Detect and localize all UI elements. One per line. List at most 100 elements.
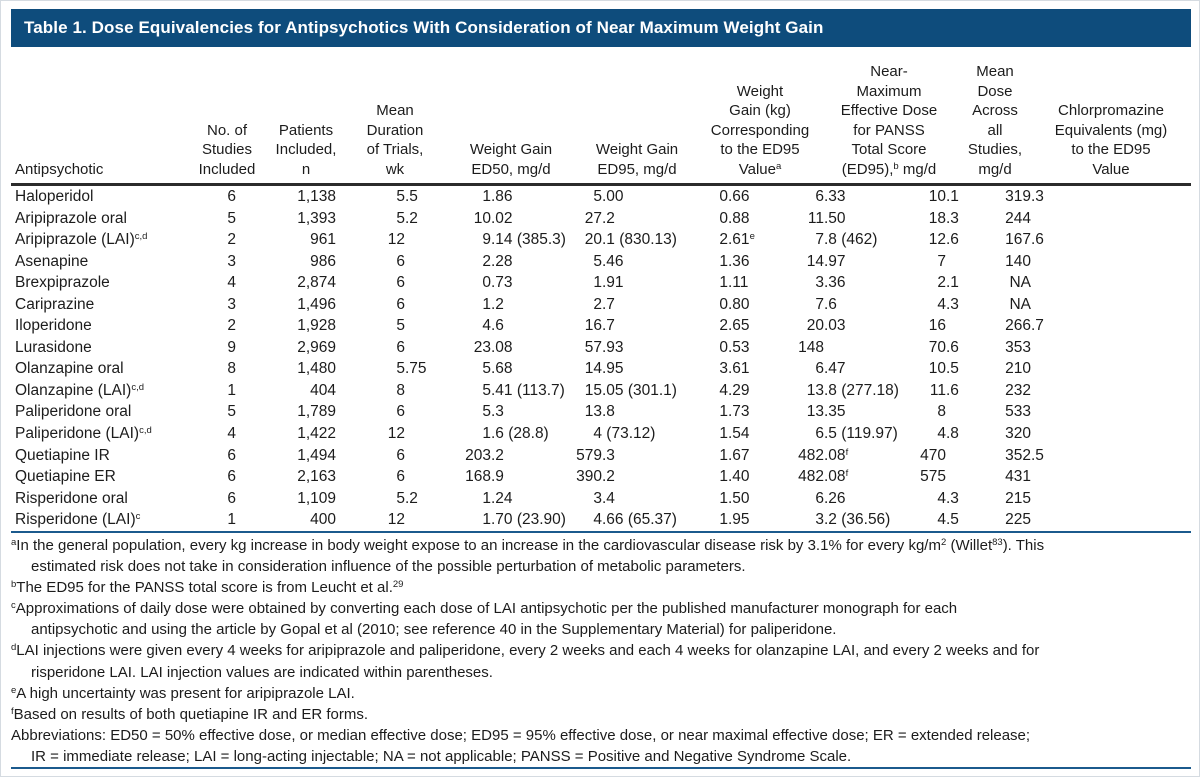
cell-value-fraction: .26 bbox=[824, 489, 846, 507]
cell-value: 7 bbox=[937, 252, 946, 270]
cell-value: 4 bbox=[227, 274, 236, 292]
cell-value: 6 bbox=[815, 360, 824, 378]
drug-name: Olanzapine oral bbox=[15, 360, 124, 378]
cell-value-fraction: .46 bbox=[602, 252, 624, 270]
cell-value: 5 bbox=[396, 360, 405, 378]
cell-value-fraction: .3 bbox=[946, 295, 959, 313]
cell-value: 6 bbox=[396, 274, 405, 292]
cell-value-fraction: .40 bbox=[728, 468, 750, 486]
cell-value: 4 bbox=[937, 295, 946, 313]
cell-value: 210 bbox=[1005, 360, 1031, 378]
cell-value-fraction: .3 bbox=[602, 446, 615, 464]
table-title: Table 1. Dose Equivalencies for Antipsyc… bbox=[24, 18, 824, 37]
cell-value-fraction: .3 bbox=[946, 489, 959, 507]
cell-value: 9 bbox=[482, 231, 491, 249]
cell-value-fraction: .8 (462) bbox=[824, 231, 878, 249]
footnotes: aIn the general population, every kg inc… bbox=[11, 535, 1189, 767]
cell-value-fraction: .7 bbox=[1031, 317, 1044, 335]
cell-value: 15 bbox=[584, 381, 602, 399]
footnote-a: aIn the general population, every kg inc… bbox=[11, 537, 1045, 576]
cell-value: 986 bbox=[310, 252, 336, 270]
cell-value: 1,480 bbox=[297, 360, 336, 378]
superscript-note: c,d bbox=[139, 425, 152, 437]
cell-value: NA bbox=[1009, 295, 1031, 313]
cell-value: 12 bbox=[387, 425, 405, 443]
drug-name: Brexpiprazole bbox=[15, 274, 110, 292]
cell-value: 4 bbox=[593, 511, 602, 529]
table-row: Paliperidone (LAI)c,d 4 1,422 12 1.6 (28.8) 4… bbox=[11, 423, 1191, 445]
cell-value: 6 bbox=[396, 446, 405, 464]
cell-value: 4 bbox=[937, 489, 946, 507]
cell-value: 1 bbox=[719, 468, 728, 486]
cell-value: 4 bbox=[937, 425, 946, 443]
cell-value: 0 bbox=[719, 188, 728, 205]
cell-value: 2 bbox=[227, 317, 236, 335]
drug-name: Aripiprazole (LAI)c,d bbox=[15, 231, 148, 249]
cell-value: 5 bbox=[482, 403, 491, 421]
cell-value: 6 bbox=[396, 252, 405, 270]
cell-value-fraction: .5 bbox=[405, 188, 418, 205]
cell-value-fraction: .35 bbox=[824, 403, 846, 421]
cell-value: 6 bbox=[227, 446, 236, 464]
cell-value-fraction: .73 bbox=[491, 274, 513, 292]
cell-value: 1,393 bbox=[297, 209, 336, 227]
cell-value: 2,969 bbox=[297, 338, 336, 356]
superscript-note: f bbox=[845, 468, 849, 480]
cell-value: 5 bbox=[482, 360, 491, 378]
cell-value-fraction: .00 bbox=[602, 188, 624, 205]
drug-name: Olanzapine (LAI)c,d bbox=[15, 381, 144, 399]
cell-value: 5 bbox=[482, 381, 491, 399]
cell-value-fraction: .28 bbox=[491, 252, 513, 270]
cell-value-fraction: .53 bbox=[728, 338, 750, 356]
cell-value: 320 bbox=[1005, 425, 1031, 443]
cell-value: 2 bbox=[482, 252, 491, 270]
cell-value-fraction: .95 bbox=[602, 360, 624, 378]
cell-value-fraction: .11 bbox=[728, 274, 749, 292]
drug-name: Risperidone (LAI)c bbox=[15, 511, 141, 529]
cell-value-fraction: .93 bbox=[602, 338, 624, 356]
cell-value: 1 bbox=[719, 252, 728, 270]
cell-value: 1 bbox=[482, 489, 491, 507]
table-row: Quetiapine ER 6 2,163 6 168.9 390.2 1.40 482.08… bbox=[11, 466, 1191, 488]
cell-value: 3 bbox=[719, 360, 728, 378]
cell-value: 4 bbox=[227, 425, 236, 443]
drug-name: Asenapine bbox=[15, 252, 89, 270]
cell-value: 232 bbox=[1005, 381, 1031, 399]
cell-value-fraction: .3 bbox=[946, 209, 959, 227]
drug-name: Paliperidone (LAI)c,d bbox=[15, 425, 152, 443]
column-header-no-of-studies: No. of Studies Included bbox=[198, 121, 256, 178]
cell-value: 0 bbox=[719, 209, 728, 227]
cell-value: 6 bbox=[815, 425, 824, 443]
cell-value-fraction: .02 bbox=[491, 209, 513, 227]
cell-value: 1 bbox=[719, 274, 728, 292]
cell-value-fraction: .5 bbox=[946, 511, 959, 529]
cell-value: 533 bbox=[1005, 403, 1031, 421]
cell-value: 1 bbox=[719, 403, 728, 421]
cell-value-fraction: .6 (28.8) bbox=[491, 425, 549, 443]
column-header-patients-included: Patients Included, n bbox=[275, 121, 337, 178]
cell-value-fraction: .50 bbox=[728, 489, 750, 507]
footnote-e: eA high uncertainty was present for arip… bbox=[11, 684, 355, 702]
column-header-chlorpromazine-equivalents: Chlorpromazine Equivalents (mg) to the E… bbox=[1054, 102, 1168, 178]
cell-value: 27 bbox=[584, 209, 602, 227]
superscript-note: e bbox=[749, 231, 755, 243]
cell-value: 431 bbox=[1005, 468, 1031, 486]
cell-value-fraction: .66 bbox=[728, 188, 750, 205]
cell-value: 1 bbox=[719, 446, 728, 464]
cell-value-fraction: .33 bbox=[824, 188, 846, 205]
cell-value-fraction: .1 (830.13) bbox=[602, 231, 677, 249]
cell-value-fraction: .61e bbox=[728, 231, 755, 249]
cell-value: 266 bbox=[1005, 317, 1031, 335]
cell-value-fraction: .5 (119.97) bbox=[824, 425, 898, 443]
cell-value: 319 bbox=[1005, 188, 1031, 205]
table-body: Haloperidol 6 1,138 5.5 1.86 5.00 0.66 6.33 10.1… bbox=[11, 186, 1191, 531]
cell-value: 6 bbox=[396, 468, 405, 486]
cell-value-fraction: .3 bbox=[1031, 188, 1044, 205]
page-bottom-rule bbox=[11, 767, 1191, 769]
cell-value-fraction: .2 bbox=[491, 446, 504, 464]
cell-value-fraction: .2 bbox=[602, 468, 615, 486]
cell-value-fraction: .65 bbox=[728, 317, 750, 335]
cell-value: 4 bbox=[593, 425, 602, 443]
superscript-note: 2 bbox=[940, 537, 947, 548]
cell-value-fraction: .2 bbox=[405, 209, 418, 227]
